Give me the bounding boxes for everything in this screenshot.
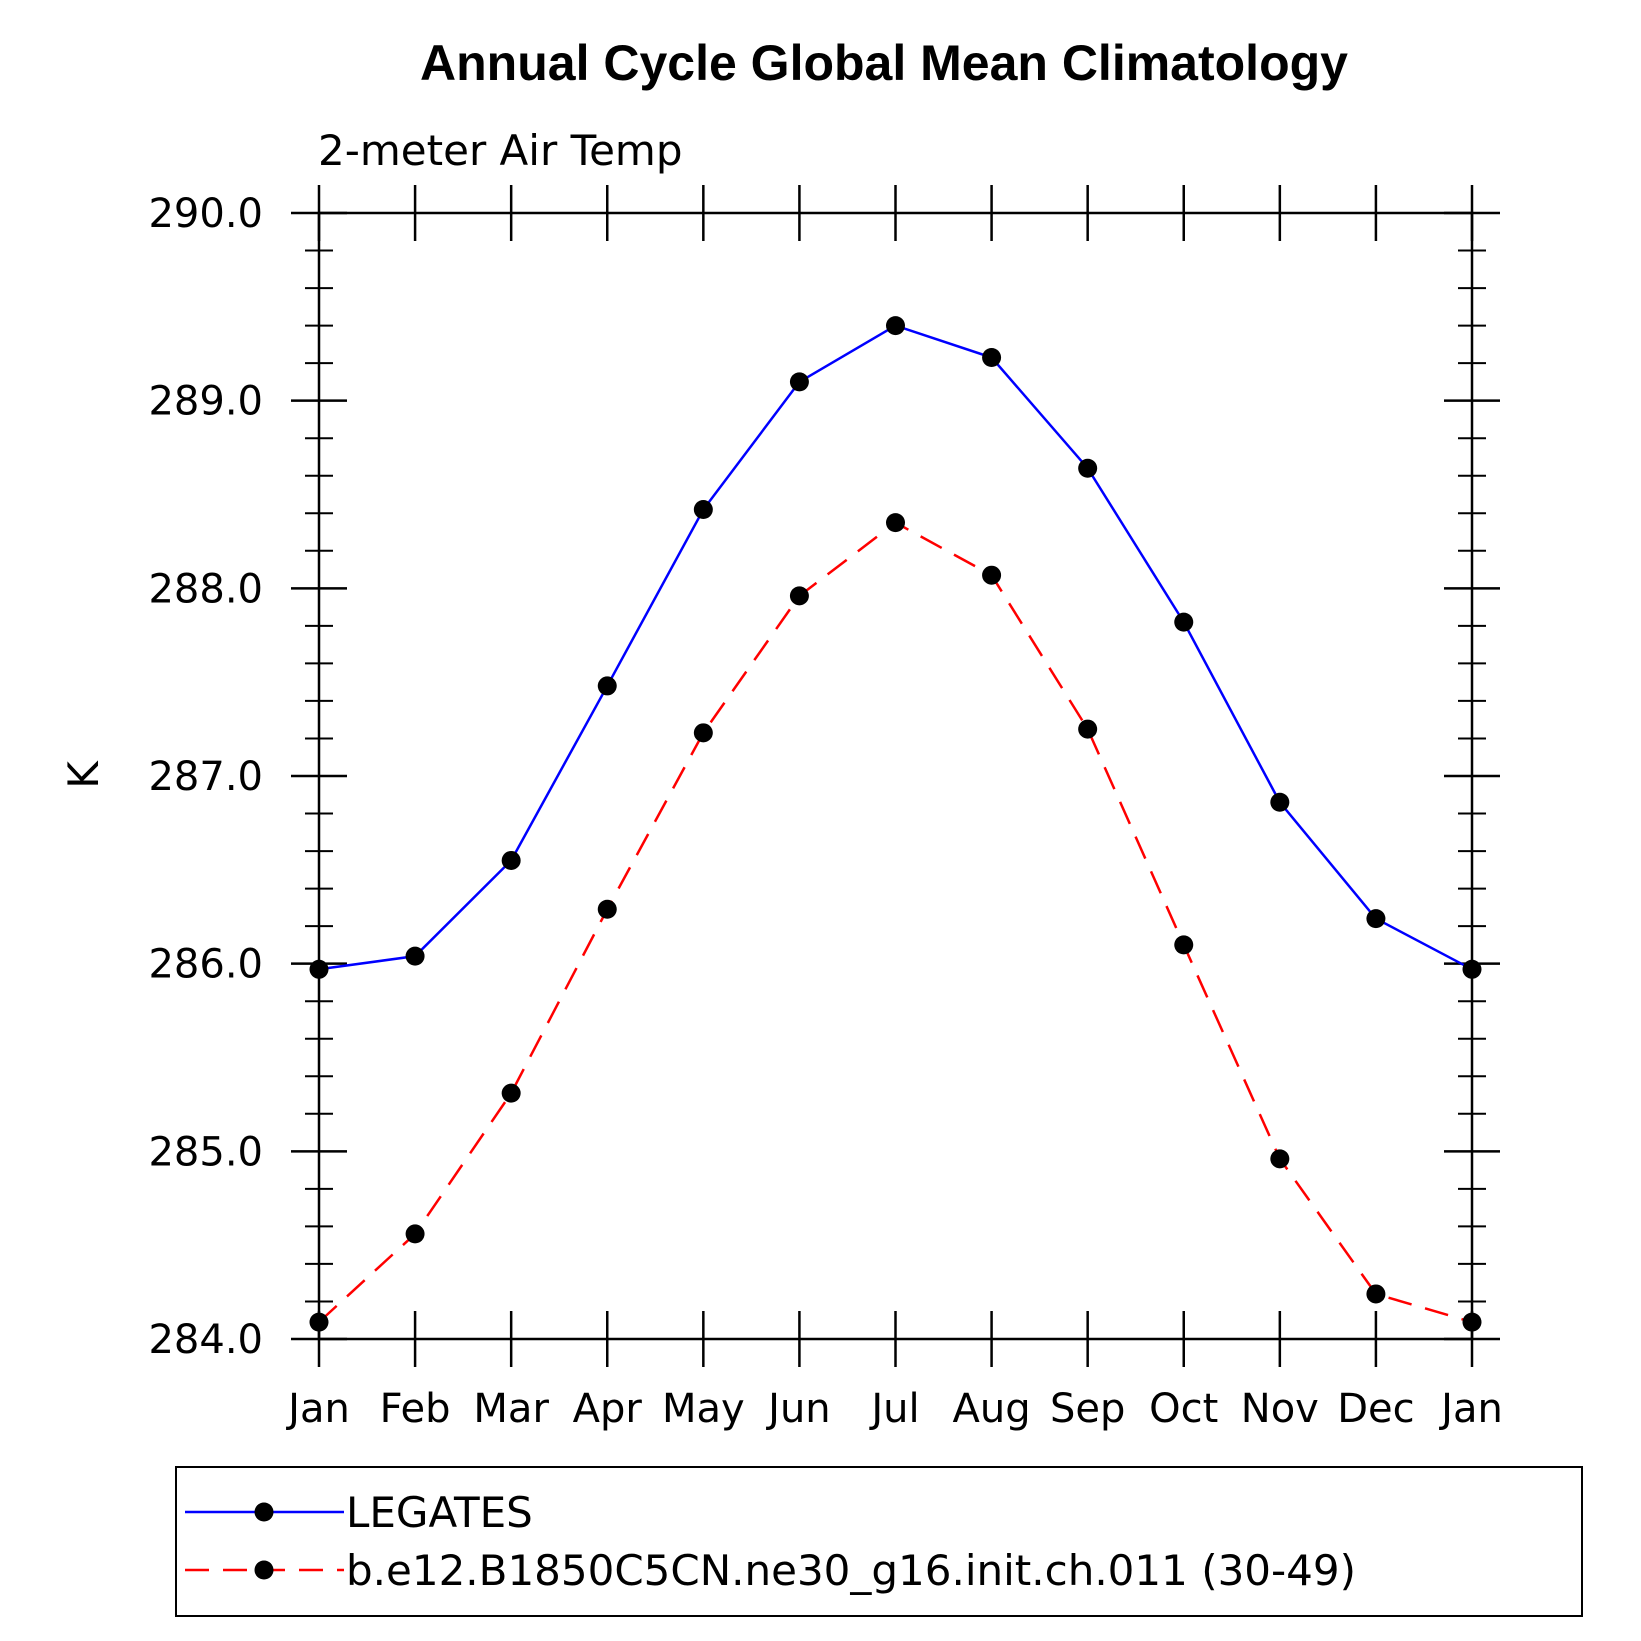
series-point: [1462, 959, 1482, 979]
y-tick-label: 285.0: [148, 1129, 263, 1175]
series-point: [693, 723, 713, 743]
series-point: [1078, 719, 1098, 739]
axes: 284.0 285.0 286.0 287.0 288.0 289.0 290.0 Jan Fe…: [148, 185, 1503, 1432]
x-tick-label: Jul: [868, 1386, 919, 1432]
series-point: [405, 946, 425, 966]
chart-subtitle: 2-meter Air Temp: [318, 126, 683, 175]
series-point: [405, 1224, 425, 1244]
series-point: [1366, 1284, 1386, 1304]
series-point: [1174, 935, 1194, 955]
series-point: [982, 348, 1002, 368]
series-point: [693, 500, 713, 520]
legend-label: LEGATES: [346, 1488, 533, 1537]
x-tick-label: May: [662, 1386, 745, 1432]
x-tick-label: Oct: [1149, 1386, 1218, 1432]
y-axis-label: K: [59, 760, 108, 789]
y-tick-label: 290.0: [148, 191, 263, 237]
series-line: [318, 324, 1473, 971]
series-point: [501, 850, 521, 870]
x-tick-label: Apr: [573, 1386, 643, 1432]
legend-box: [175, 1466, 1583, 1617]
legend: LEGATES b.e12.B1850C5CN.ne30_g16.init.ch.…: [185, 1488, 1356, 1595]
x-tick-label: Jan: [285, 1386, 350, 1432]
series-line: [318, 521, 1473, 1324]
series-point: [597, 676, 617, 696]
x-tick-label: Dec: [1337, 1386, 1414, 1432]
series-point: [789, 586, 809, 606]
series-point: [1174, 612, 1194, 632]
series-point: [1270, 1149, 1290, 1169]
series-point: [886, 513, 905, 533]
x-tick-label: Feb: [380, 1386, 451, 1432]
y-tick-label: 288.0: [148, 566, 263, 612]
x-tick-label: Nov: [1241, 1386, 1319, 1432]
series-layer: [309, 316, 1482, 1332]
x-tick-label: Mar: [473, 1386, 549, 1432]
x-tick-label: Sep: [1050, 1386, 1125, 1432]
plot-frame: [317, 211, 1474, 1341]
x-tick-label: Aug: [953, 1386, 1031, 1432]
x-tick-label: Jan: [1438, 1386, 1503, 1432]
y-tick-label: 289.0: [148, 379, 263, 425]
series-point: [1366, 909, 1386, 929]
series-point: [886, 316, 905, 336]
series-point: [309, 1312, 329, 1332]
series-point: [1078, 458, 1098, 478]
legend-marker: [254, 1502, 274, 1522]
series-point: [1270, 792, 1290, 812]
series-point: [1462, 1312, 1482, 1332]
y-tick-label: 284.0: [148, 1317, 263, 1363]
legend-marker: [254, 1560, 274, 1580]
series-point: [309, 959, 329, 979]
chart-title: Annual Cycle Global Mean Climatology: [420, 35, 1348, 91]
legend-label: b.e12.B1850C5CN.ne30_g16.init.ch.011 (30…: [346, 1546, 1356, 1595]
series-point: [789, 372, 809, 392]
series-point: [501, 1083, 521, 1103]
y-tick-label: 286.0: [148, 942, 263, 988]
y-tick-label: 287.0: [148, 754, 263, 800]
series-point: [597, 899, 617, 919]
x-tick-label: Jun: [765, 1386, 831, 1432]
series-point: [982, 565, 1002, 585]
